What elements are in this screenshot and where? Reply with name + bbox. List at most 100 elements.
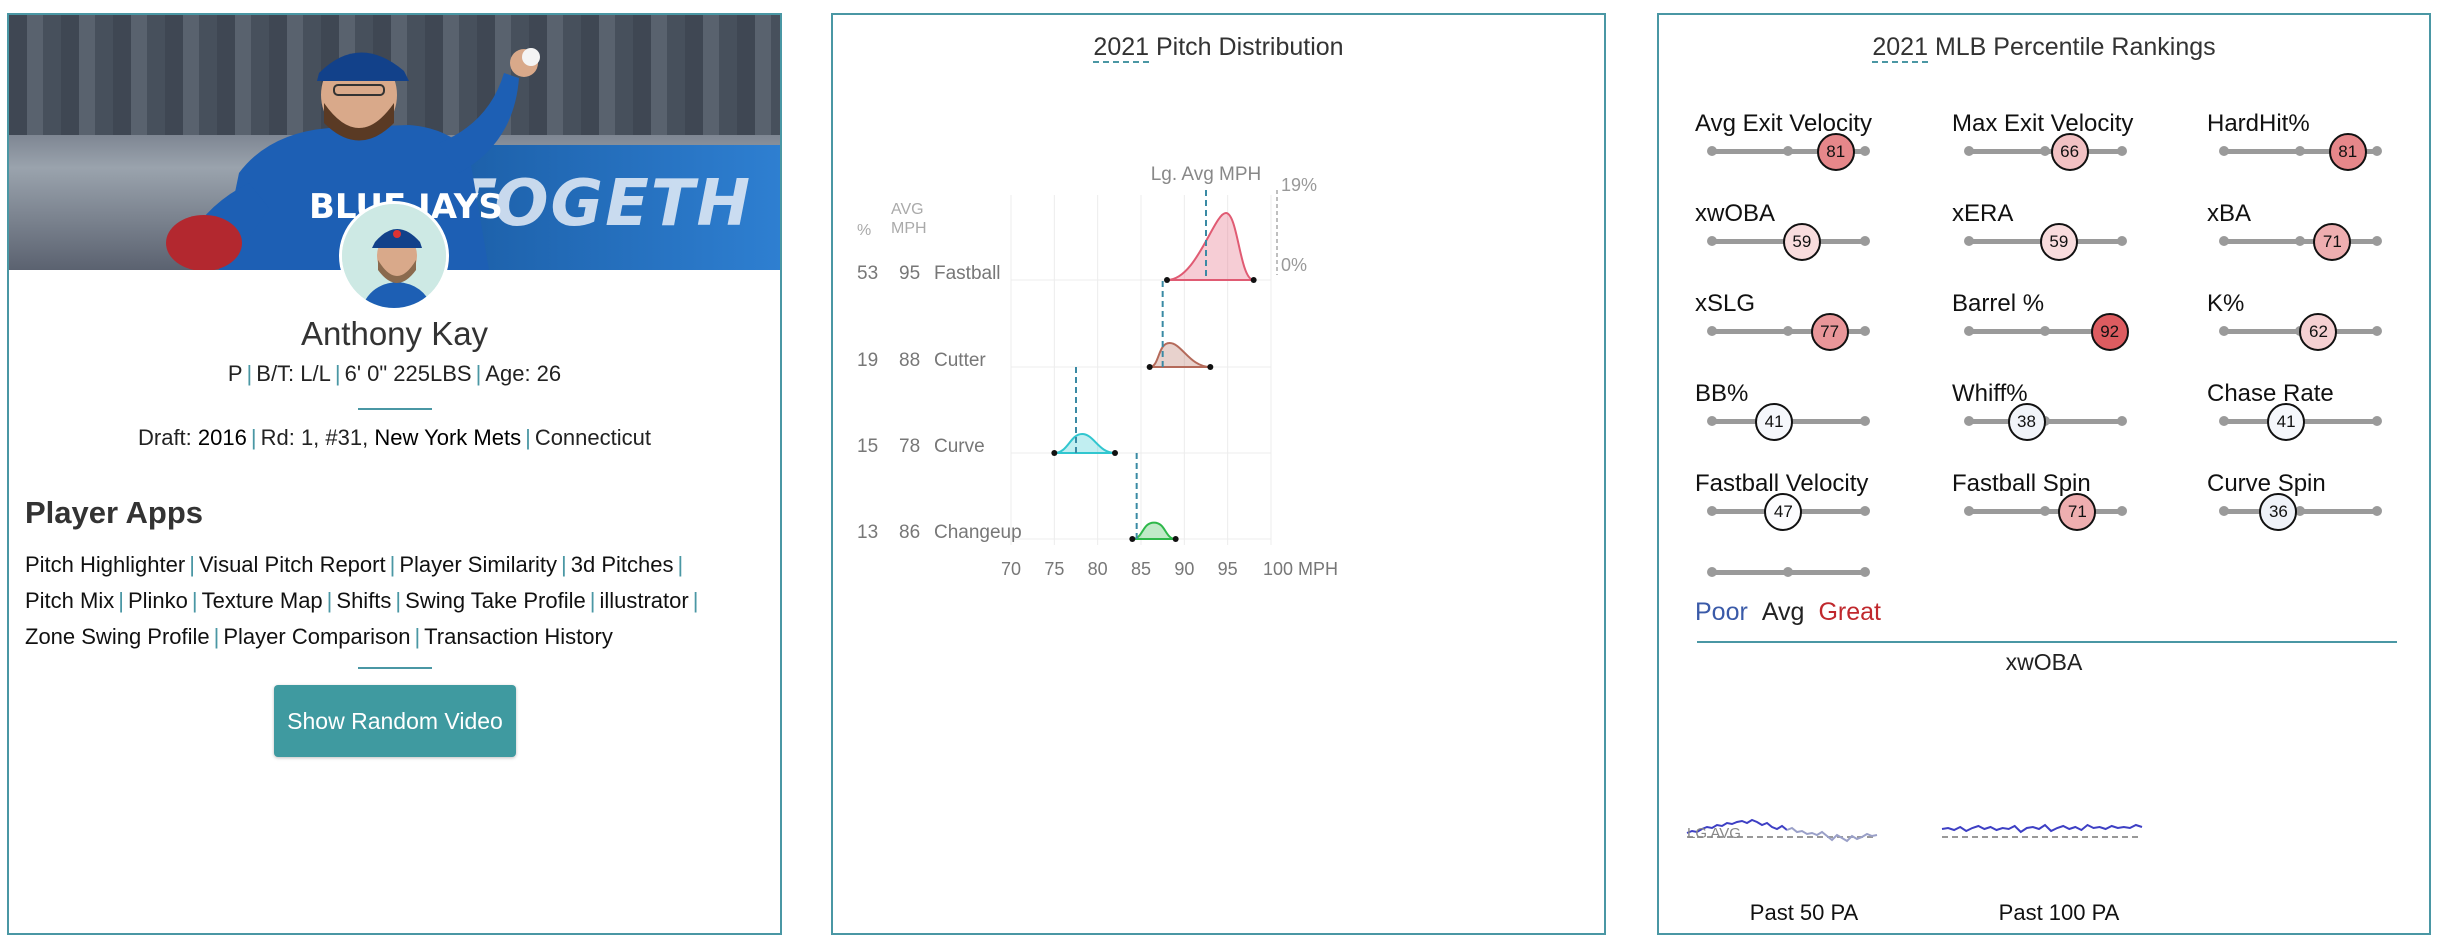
track-dot: [2117, 146, 2127, 156]
player-headshot: [339, 201, 449, 311]
lg-avg-mph-label: Lg. Avg MPH: [1151, 164, 1262, 185]
percentile-item: Avg Exit Velocity 81: [1695, 110, 1935, 200]
player-apps-title: Player Apps: [25, 495, 204, 530]
percentile-bubble[interactable]: 71: [2313, 223, 2352, 261]
track-dot: [2372, 506, 2382, 516]
app-link-illustrator[interactable]: illustrator: [599, 588, 689, 613]
app-link-texture-map[interactable]: Texture Map: [201, 588, 323, 613]
app-link-3d-pitches[interactable]: 3d Pitches: [570, 552, 674, 577]
pitch-name: Changeup: [934, 522, 1022, 543]
percentile-bubble[interactable]: 41: [1755, 403, 1794, 441]
percentile-label: K%: [2207, 290, 2245, 317]
percentile-item: Curve Spin 36: [2207, 470, 2429, 560]
mph-header: AVG: [891, 201, 924, 218]
pitch-pct: 53: [857, 263, 878, 284]
pct-header: %: [857, 222, 871, 239]
range-dot: [1172, 536, 1179, 542]
track-dot: [2295, 236, 2305, 246]
track-dot: [2219, 146, 2229, 156]
percentile-bubble[interactable]: 59: [1782, 223, 1821, 261]
track-dot: [1707, 506, 1717, 516]
track-dot: [2219, 416, 2229, 426]
percentile-label: HardHit%: [2207, 110, 2310, 137]
track-dot: [1707, 146, 1717, 156]
percentile-label: Whiff%: [1952, 380, 2028, 407]
range-dot: [1250, 277, 1257, 283]
range-dot: [1164, 277, 1170, 283]
track-dot: [1860, 416, 1870, 426]
app-link-player-comparison[interactable]: Player Comparison: [223, 624, 411, 649]
app-link-transaction-history[interactable]: Transaction History: [424, 624, 613, 649]
track-dot: [1964, 146, 1974, 156]
app-link-player-similarity[interactable]: Player Similarity: [399, 552, 558, 577]
legend-scale: [1695, 560, 1935, 650]
percentile-item: Fastball Velocity 47: [1695, 470, 1935, 560]
percentile-item: HardHit% 81: [2207, 110, 2429, 200]
app-link-pitch-highlighter[interactable]: Pitch Highlighter: [25, 552, 186, 577]
percentile-bubble[interactable]: 92: [2090, 313, 2129, 351]
percentile-label: Avg Exit Velocity: [1695, 110, 1872, 137]
percentile-item: xERA 59: [1952, 200, 2192, 290]
percentile-bubble[interactable]: 47: [1764, 493, 1803, 531]
legend-great: Great: [1818, 598, 1881, 626]
scale-top-label: 19%: [1281, 175, 1317, 195]
percentile-bubble[interactable]: 38: [2007, 403, 2046, 441]
xwoba-trend-line: [1941, 823, 2143, 834]
x-tick-label: 95: [1218, 559, 1238, 579]
percentile-bubble[interactable]: 81: [2328, 133, 2367, 171]
range-dot: [1112, 450, 1118, 456]
draft-info: Draft: 2016 | Rd: 1, #31, New York Mets | Co…: [138, 425, 651, 450]
x-tick-label: 85: [1131, 559, 1151, 579]
percentile-item: BB% 41: [1695, 380, 1935, 470]
range-dot: [1129, 536, 1136, 542]
xwoba-trend-title: xwOBA: [2005, 649, 2083, 675]
track-dot: [1964, 326, 1974, 336]
percentile-label: xBA: [2207, 200, 2252, 227]
pitch-name: Curve: [934, 436, 985, 457]
past-100-pa-label: Past 100 PA: [1998, 900, 2120, 925]
track-dot: [2040, 506, 2050, 516]
app-link-pitch-mix[interactable]: Pitch Mix: [25, 588, 115, 613]
range-dot: [1146, 364, 1153, 370]
show-random-video-button[interactable]: Show Random Video: [274, 685, 516, 757]
percentile-label: xERA: [1952, 200, 2014, 227]
pitch-avg-mph: 88: [899, 350, 920, 371]
percentile-bubble[interactable]: 66: [2050, 133, 2089, 171]
percentile-bubble[interactable]: 36: [2259, 493, 2298, 531]
percentile-label: BB%: [1695, 380, 1749, 407]
x-tick-label: 80: [1088, 559, 1108, 579]
track-dot: [2040, 146, 2050, 156]
legend-avg: Avg: [1761, 598, 1805, 626]
percentile-item: K% 62: [2207, 290, 2429, 380]
percentile-bubble[interactable]: 71: [2058, 493, 2097, 531]
pitch-density-area: [1132, 521, 1176, 540]
x-tick-label: 70: [1001, 559, 1021, 579]
x-tick-label: 75: [1044, 559, 1064, 579]
track-dot: [1707, 416, 1717, 426]
percentile-item: xSLG 77: [1695, 290, 1935, 380]
percentile-bubble[interactable]: 62: [2299, 313, 2338, 351]
app-link-zone-swing-profile[interactable]: Zone Swing Profile: [25, 624, 210, 649]
x-tick-label: 90: [1174, 559, 1194, 579]
app-link-plinko[interactable]: Plinko: [127, 588, 188, 613]
pitch-distribution-panel: 2021 Pitch Distribution % AVG MPH Lg. Avg M…: [831, 13, 1606, 935]
player-name: Anthony Kay: [300, 315, 489, 352]
lg-avg-label: LG AVG: [1687, 825, 1741, 842]
app-link-shifts[interactable]: Shifts: [336, 588, 392, 613]
percentile-bubble[interactable]: 59: [2039, 223, 2078, 261]
track-dot: [2117, 506, 2127, 516]
percentile-bubble[interactable]: 41: [2267, 403, 2306, 441]
percentile-label: xSLG: [1695, 290, 1756, 317]
xwoba-sparklines: [1686, 818, 2143, 843]
player-apps-links: Pitch Highlighter | Visual Pitch Report | Pl…: [25, 552, 699, 649]
track-dot: [1964, 236, 1974, 246]
app-link-swing-take-profile[interactable]: Swing Take Profile: [405, 588, 586, 613]
track-dot: [1707, 326, 1717, 336]
percentile-rankings-title: 2021 MLB Percentile Rankings: [1872, 33, 2216, 63]
percentile-bubble[interactable]: 81: [1816, 133, 1855, 171]
track-dot: [1860, 326, 1870, 336]
percentile-bubble[interactable]: 77: [1810, 313, 1849, 351]
track-dot: [2117, 416, 2127, 426]
xwoba-trend-line: [1686, 818, 1788, 834]
app-link-visual-pitch-report[interactable]: Visual Pitch Report: [198, 552, 386, 577]
